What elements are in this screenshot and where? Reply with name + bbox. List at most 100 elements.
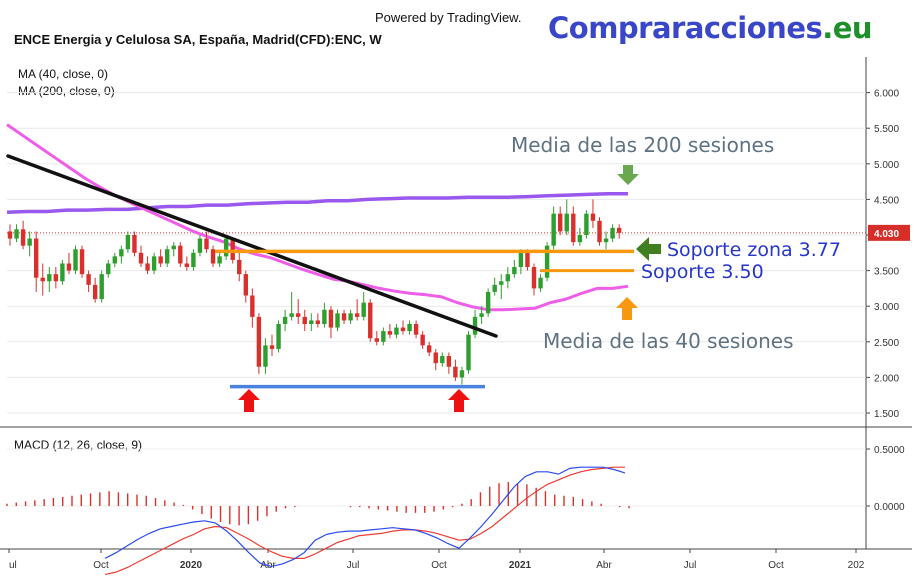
macd-line (104, 466, 626, 568)
candle-down (204, 238, 209, 250)
candle-down (20, 229, 26, 246)
ma40-annotation: Media de las 40 sesiones (543, 329, 794, 353)
time-tick-label: 2021 (509, 560, 532, 571)
candle-up (459, 370, 465, 378)
brand-tld: .eu (822, 11, 873, 45)
candle-up (99, 274, 104, 300)
candle-up (544, 245, 550, 278)
candle-up (551, 213, 556, 246)
candle-up (27, 238, 32, 246)
candle-up (151, 256, 157, 271)
candle-down (256, 316, 262, 367)
candle-down (243, 274, 248, 296)
time-tick-label: Oct (431, 560, 447, 571)
price-tick-label: 1.500 (874, 409, 899, 420)
candle-up (485, 291, 491, 314)
time-tick-label: Abr (596, 560, 612, 571)
candle-up (440, 356, 445, 364)
time-tick-label: 2020 (180, 560, 203, 571)
candle-down (66, 263, 72, 271)
candle-down (178, 245, 183, 264)
candle-down (446, 356, 452, 367)
candle-up (584, 213, 589, 235)
candle-up (14, 229, 19, 239)
candle-down (400, 327, 406, 332)
candle-up (361, 302, 366, 317)
candle-down (269, 345, 275, 349)
candle-down (433, 352, 438, 364)
candle-up (309, 320, 314, 324)
candle-down (53, 274, 59, 282)
up-arrow-icon (238, 389, 260, 412)
candle-up (73, 249, 78, 271)
candle-down (453, 366, 458, 378)
candle-down (296, 313, 301, 317)
price-tick-label: 2.500 (874, 338, 899, 349)
brand-logo[interactable]: Compraracciones.eu (548, 11, 873, 45)
price-tick-label: 5.000 (874, 160, 899, 171)
candle-down (40, 277, 45, 282)
candle-down (92, 284, 98, 300)
ma200-line (6, 191, 628, 214)
candle-down (420, 334, 425, 346)
candle-up (479, 313, 484, 317)
candle-up (492, 284, 497, 292)
candle-up (165, 249, 170, 264)
candle-up (289, 313, 294, 317)
candle-up (197, 238, 203, 253)
candle-up (564, 213, 569, 232)
candle-up (348, 313, 353, 321)
candle-up (60, 263, 65, 282)
macd-tick-label: 0.0000 (874, 502, 905, 513)
candle-up (381, 331, 386, 342)
candle-up (282, 316, 288, 324)
candle-down (250, 295, 255, 317)
candle-up (335, 313, 340, 328)
candle-down (34, 238, 39, 278)
candle-up (499, 281, 504, 285)
candle-up (171, 245, 176, 250)
candle-down (158, 256, 163, 264)
candle-down (368, 302, 373, 339)
candle-down (210, 249, 216, 264)
candle-down (413, 324, 419, 335)
support-350-annotation: Soporte 3.50 (641, 261, 764, 283)
candle-up (610, 227, 615, 239)
brand-name: Compraracciones (548, 11, 823, 45)
candle-down (138, 252, 144, 264)
time-tick-label: 202 (848, 560, 865, 571)
candle-up (538, 277, 543, 289)
candle-down (354, 313, 360, 317)
time-tick-label: Oct (768, 560, 784, 571)
candle-down (302, 316, 307, 324)
candle-up (407, 324, 412, 332)
last-price-label: 4.030 (874, 229, 899, 240)
signal-line (104, 466, 625, 575)
candle-down (7, 231, 13, 239)
price-tick-label: 6.000 (874, 89, 899, 100)
down-arrow-icon (617, 165, 639, 185)
candle-up (106, 263, 111, 275)
up-arrow-icon (448, 389, 470, 412)
candle-up (47, 274, 52, 282)
candle-up (512, 267, 517, 275)
time-tick-label: Jul (347, 560, 360, 571)
chart-title: ENCE Energia y Celulosa SA, España, Madr… (14, 32, 382, 47)
candle-up (577, 235, 583, 243)
candle-up (276, 324, 281, 349)
candle-up (125, 235, 131, 250)
candle-down (387, 331, 393, 335)
ma200-indicator-label[interactable]: MA (200, close, 0) (18, 84, 115, 98)
candle-down (328, 309, 334, 328)
candle-down (341, 313, 347, 321)
candle-down (616, 227, 622, 233)
candle-up (112, 256, 117, 264)
time-tick-label: Oct (93, 560, 109, 571)
candle-up (191, 252, 196, 268)
price-tick-label: 3.000 (874, 302, 899, 313)
support-377-annotation: Soporte zona 3.77 (667, 239, 841, 261)
ma40-indicator-label[interactable]: MA (40, close, 0) (18, 67, 109, 81)
plot-area (0, 57, 866, 549)
candle-up (119, 249, 124, 257)
